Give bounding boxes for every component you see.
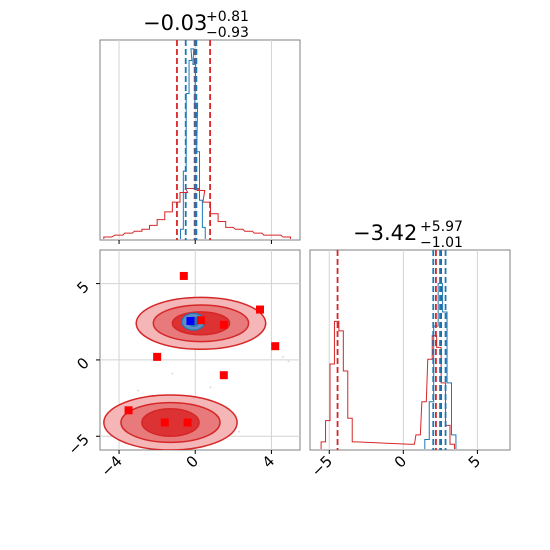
marginal-2-histograms [320,283,457,449]
marginal-2-ticks: −5 0 5 [308,450,484,480]
marginal-1-frame [99,39,301,241]
marginal-1-ticks [118,240,272,244]
marginal-2-grid [328,250,478,450]
x-tick-label: 0 [183,452,202,471]
title-2-minus: −1.01 [420,235,463,251]
title-parameter-2: −3.42 +5.97 −1.01 [353,219,463,251]
red-square-marker [124,406,133,415]
y-tick-label: −5 [64,430,92,458]
blue-square-marker [186,316,195,325]
joint-contours [103,271,290,450]
faint-sample-point [238,430,241,433]
x-tick-label: −4 [98,452,126,480]
title-1-median: −0.03 [143,11,207,35]
y-tick-label: 0 [73,354,92,373]
faint-sample-point [137,389,140,392]
red-square-marker [153,352,162,361]
marginal-1-panel [99,39,301,244]
marginal-2-frame [309,249,511,451]
joint-panel: −4 0 4 5 0 −5 [64,249,301,480]
faint-sample-point [281,355,284,358]
red-square-marker [183,418,192,427]
red-square-marker [196,316,205,325]
joint-frame [99,249,301,451]
title-parameter-1: −0.03 +0.81 −0.93 [143,9,249,41]
faint-sample-point [209,386,212,389]
red-square-marker [179,271,188,280]
red-square-marker [219,320,228,329]
title-1-plus: +0.81 [206,9,249,25]
y-tick-label: 5 [73,278,92,297]
marginal-2-panel: −5 0 5 [308,249,511,480]
x-tick-label: 0 [391,452,410,471]
faint-sample-point [287,360,290,363]
title-1-minus: −0.93 [206,25,249,41]
title-2-median: −3.42 [353,221,417,245]
x-tick-label: 5 [465,452,484,471]
faint-sample-point [171,372,174,375]
red-square-marker [219,371,228,380]
histogram-blue [179,48,206,239]
histogram-red [320,320,455,449]
marginal-2-quantile-lines [336,250,447,450]
red-square-marker [256,305,264,314]
contour-level-red [141,408,200,438]
marginal-1-quantile-lines [176,40,211,240]
red-square-marker [160,418,169,427]
title-2-plus: +5.97 [420,219,463,235]
histogram-blue [424,283,457,449]
red-square-marker [271,342,280,351]
x-tick-label: −5 [308,452,336,480]
x-tick-label: 4 [259,452,278,471]
